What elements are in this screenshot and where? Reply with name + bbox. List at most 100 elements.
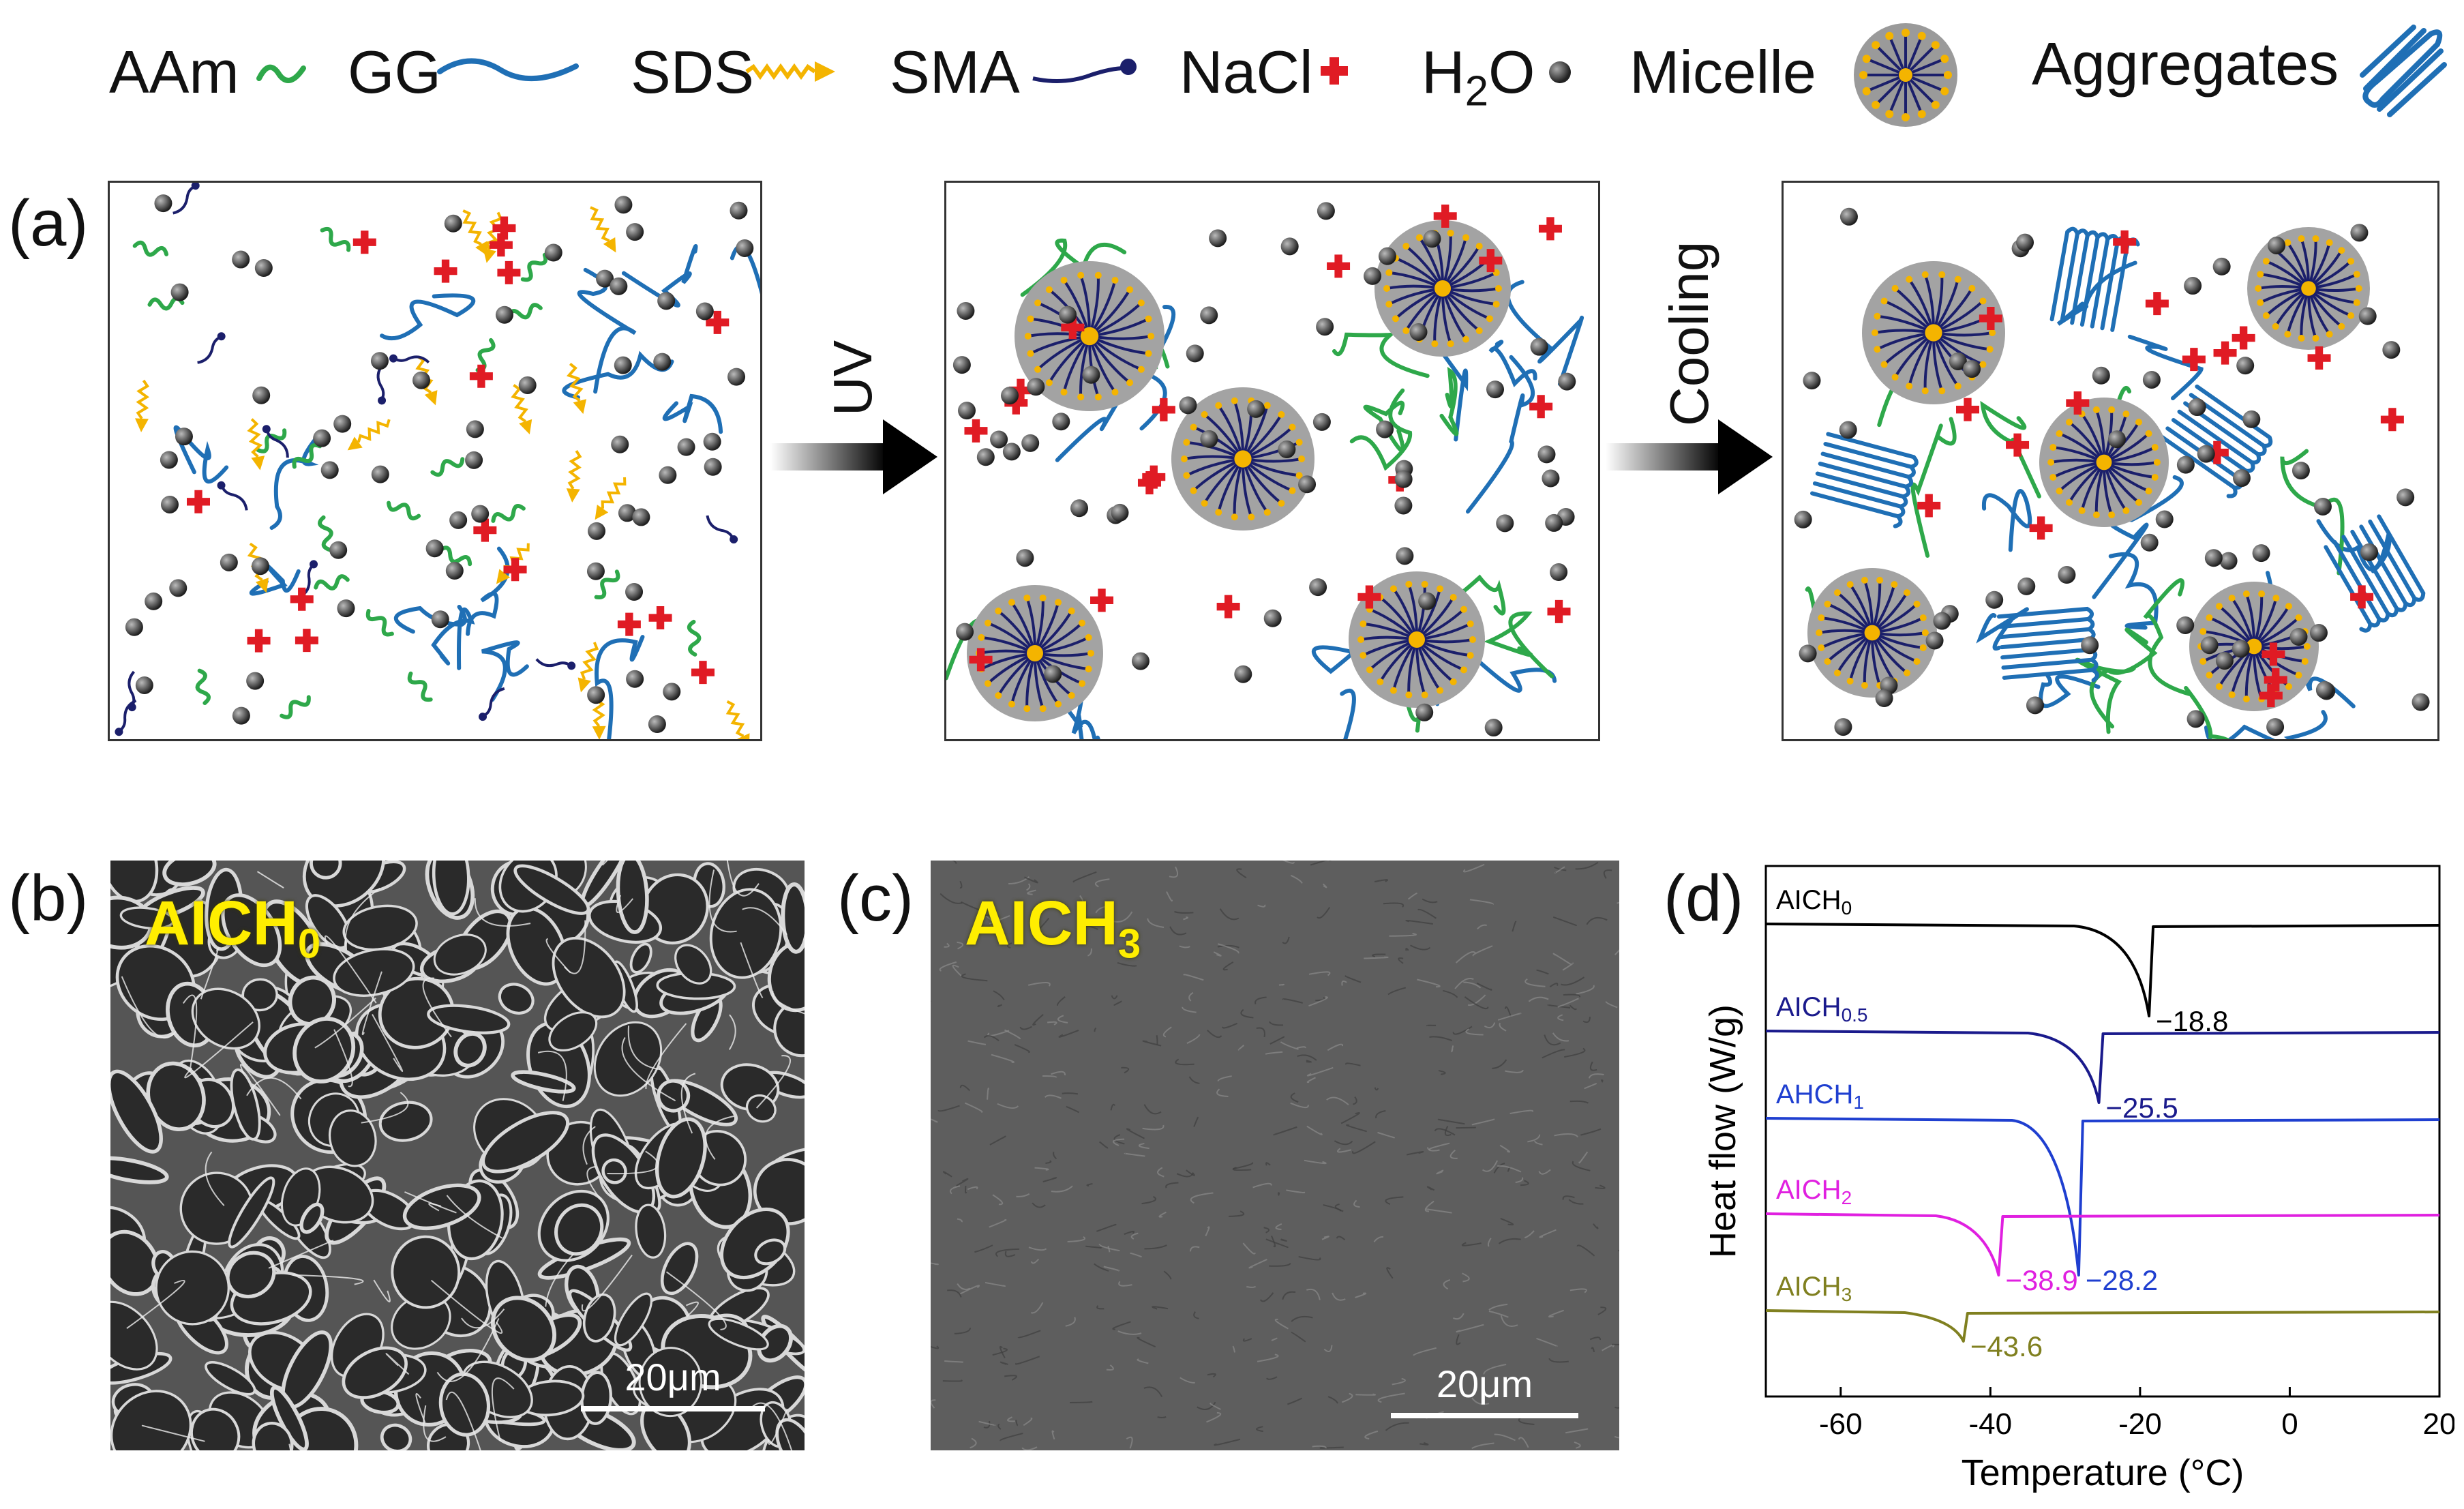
sma-monomer-icon: [1032, 59, 1137, 83]
water-sphere-icon: [1278, 440, 1296, 459]
nacl-cross-icon: [617, 612, 641, 636]
schematic-cooled: [1794, 207, 2430, 739]
water-sphere-icon: [730, 201, 748, 220]
water-sphere-icon: [1364, 267, 1382, 285]
sma-monomer-icon: [299, 560, 318, 599]
water-sphere-icon: [2058, 566, 2076, 584]
series-label: AHCH1: [1776, 1079, 1864, 1113]
aam-chain-icon: [687, 619, 702, 657]
water-sphere-icon: [588, 522, 606, 540]
water-sphere-icon: [1309, 578, 1327, 597]
gg-chain-icon: [730, 244, 760, 295]
aggregates-icon: [2324, 514, 2426, 633]
dsc-series-line: [1765, 923, 2440, 1017]
uv-label: UV: [822, 340, 883, 416]
nacl-cross-icon: [492, 216, 516, 240]
water-sphere-icon: [659, 466, 677, 484]
sma-monomer-icon: [217, 481, 248, 511]
dsc-series-line: [1765, 1212, 2440, 1276]
gg-chain-icon: [662, 393, 723, 434]
water-sphere-icon: [251, 557, 269, 576]
water-sphere-icon: [1549, 61, 1571, 83]
water-sphere-icon: [160, 495, 179, 513]
dsc-series-line: [1765, 1309, 2440, 1343]
water-sphere-icon: [586, 562, 605, 580]
water-sphere-icon: [2212, 257, 2231, 275]
water-sphere-icon: [1496, 514, 1514, 533]
water-sphere-icon: [471, 505, 490, 523]
water-sphere-icon: [2266, 718, 2285, 736]
water-sphere-icon: [2242, 410, 2261, 428]
water-sphere-icon: [2204, 549, 2223, 567]
nacl-cross-icon: [473, 518, 497, 542]
aam-chain-icon: [1020, 238, 1127, 297]
water-sphere-icon: [2350, 224, 2369, 242]
gg-chain-icon: [595, 635, 645, 739]
water-sphere-icon: [1550, 563, 1568, 582]
gg-chain-icon: [1981, 489, 2032, 552]
sds-surfactant-icon: [566, 449, 582, 503]
gg-chain-icon: [2204, 710, 2328, 739]
sma-monomer-icon: [115, 699, 137, 736]
water-sphere-icon: [1839, 421, 1857, 439]
aam-chain-icon: [292, 443, 322, 469]
dsc-series-line: [1765, 1117, 2440, 1276]
water-sphere-icon: [2313, 497, 2332, 516]
water-sphere-icon: [320, 461, 339, 479]
gg-chain-icon: [437, 58, 579, 82]
nacl-cross-icon: [706, 310, 730, 334]
water-sphere-icon: [1234, 665, 1252, 683]
sma-monomer-icon: [479, 687, 505, 721]
water-sphere-icon: [2252, 544, 2270, 563]
sem-c-sample-tag: AICH3: [965, 888, 1141, 967]
x-tick-label: -60: [1819, 1407, 1863, 1441]
cooling-label: Cooling: [1659, 241, 1719, 426]
aam-chain-icon: [507, 303, 543, 320]
micelle-icon: [2247, 227, 2370, 350]
water-sphere-icon: [2081, 636, 2099, 655]
legend-label-micelle: Micelle: [1629, 38, 1816, 106]
sds-surfactant-icon: [511, 384, 532, 434]
micelle-icon: [1854, 23, 1957, 127]
water-sphere-icon: [2382, 341, 2401, 359]
peak-label: −43.6: [1970, 1330, 2043, 1362]
nacl-cross-icon: [2006, 433, 2030, 457]
schematic-precursor: [115, 183, 760, 739]
water-sphere-icon: [2289, 627, 2308, 646]
water-sphere-icon: [657, 292, 676, 310]
water-sphere-icon: [1423, 230, 1441, 248]
gg-chain-icon: [431, 607, 475, 670]
sem-b-sample-tag: AICH0: [145, 888, 321, 967]
water-sphere-icon: [2200, 636, 2219, 655]
aam-chain-icon: [256, 428, 287, 453]
water-sphere-icon: [169, 579, 187, 597]
aam-chain-icon: [2280, 449, 2345, 576]
micelle-icon: [1807, 568, 1937, 698]
gg-chain-icon: [2127, 334, 2204, 400]
water-sphere-icon: [952, 356, 971, 374]
nacl-cross-icon: [1547, 599, 1571, 623]
water-sphere-icon: [1558, 372, 1576, 391]
water-sphere-icon: [425, 539, 444, 558]
dsc-chart: -60 -40 -20 0 20 Temperature (°C) Heat flow (W…: [1702, 865, 2454, 1493]
water-sphere-icon: [2236, 357, 2255, 375]
uv-arrow-icon: [770, 419, 937, 494]
peak-label: −28.2: [2086, 1264, 2158, 1296]
panel-a-after-uv: [944, 181, 1600, 741]
water-sphere-icon: [175, 428, 193, 446]
gg-chain-icon: [1976, 607, 2029, 651]
water-sphere-icon: [2140, 533, 2159, 552]
water-sphere-icon: [170, 283, 189, 301]
water-sphere-icon: [1963, 360, 1981, 378]
gg-chain-icon: [269, 436, 319, 531]
aam-chain-icon: [256, 64, 306, 83]
water-sphere-icon: [431, 610, 449, 629]
peak-label: −25.5: [2106, 1092, 2178, 1124]
nacl-cross-icon: [247, 629, 271, 653]
x-axis-label: Temperature (°C): [1962, 1452, 2244, 1493]
water-sphere-icon: [1803, 372, 1821, 390]
water-sphere-icon: [518, 376, 537, 394]
water-sphere-icon: [544, 243, 562, 262]
water-sphere-icon: [614, 196, 633, 214]
nacl-cross-icon: [1479, 249, 1503, 273]
